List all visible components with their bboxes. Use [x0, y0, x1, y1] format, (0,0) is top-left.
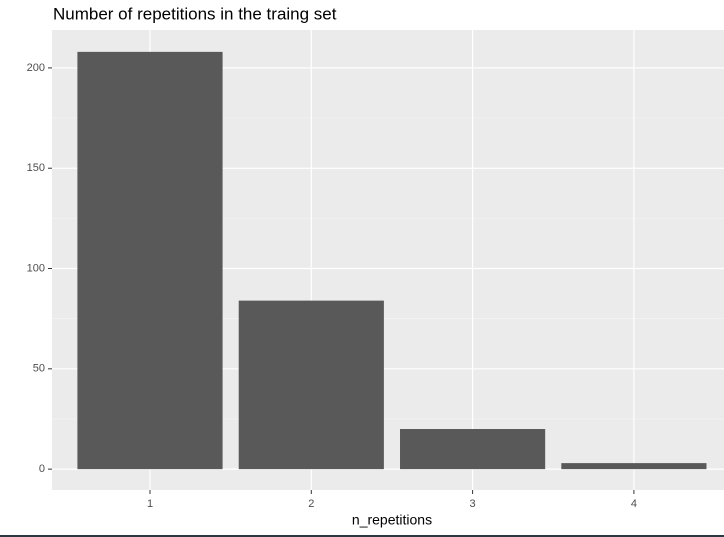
y-tick-label: 150 — [27, 162, 45, 174]
x-axis-title: n_repetitions — [352, 512, 432, 528]
bar — [400, 429, 546, 470]
bar — [238, 300, 384, 470]
chart-title: Number of repetitions in the traing set — [53, 4, 337, 23]
marks — [77, 51, 707, 470]
x-tick-label: 3 — [470, 498, 476, 510]
bar — [561, 463, 707, 470]
x-tick-label: 2 — [308, 498, 314, 510]
x-tick-label: 1 — [147, 498, 153, 510]
y-tick-label: 50 — [33, 363, 45, 375]
y-tick-label: 100 — [27, 262, 45, 274]
y-tick-label: 200 — [27, 62, 45, 74]
y-tick-label: 0 — [39, 463, 45, 475]
x-tick-label: 4 — [631, 498, 637, 510]
bar — [77, 51, 223, 470]
